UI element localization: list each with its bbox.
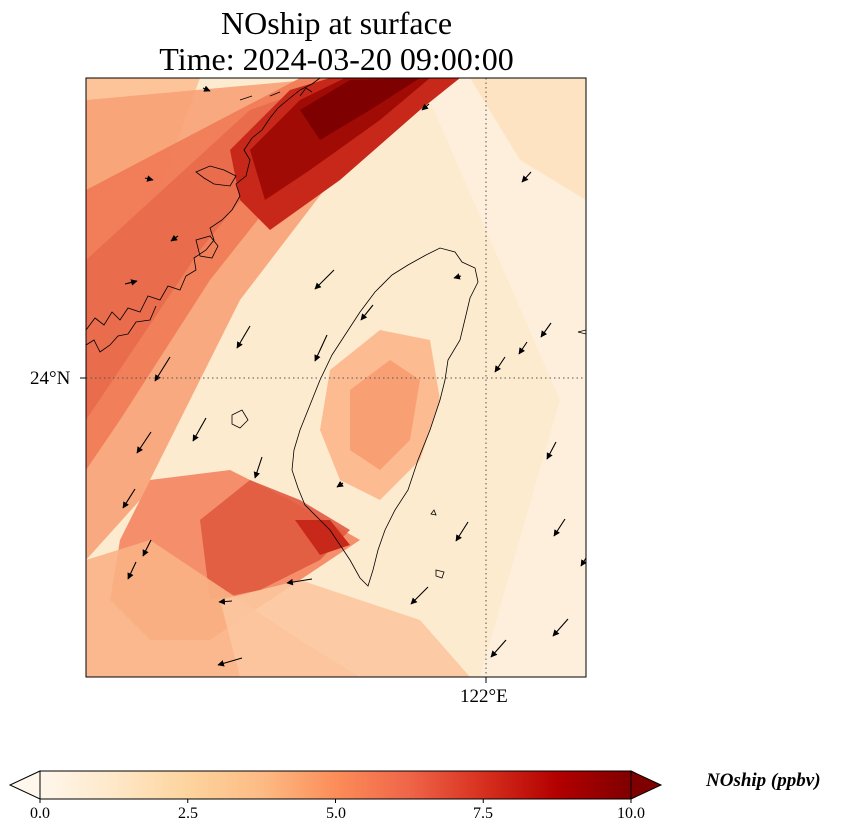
wind-arrow xyxy=(314,269,335,290)
wind-arrow xyxy=(122,488,136,509)
map-title-line1: NOship at surface xyxy=(220,5,453,41)
colorbar-tick-label: 5.0 xyxy=(326,805,346,822)
colorbar-bar xyxy=(39,770,632,800)
wind-arrow xyxy=(490,639,507,658)
colorbar-extend-high xyxy=(630,770,663,800)
wind-arrow xyxy=(170,234,179,242)
wind-arrow xyxy=(217,657,243,667)
fujian-coastline xyxy=(86,78,321,331)
wind-arrow xyxy=(518,341,528,355)
latitude-label: 24°N xyxy=(30,368,71,389)
colorbar xyxy=(8,770,663,803)
wind-arrow xyxy=(580,557,586,567)
wind-arrow xyxy=(192,417,207,442)
wind-arrow xyxy=(218,598,233,605)
wind-arrow xyxy=(124,279,138,286)
wind-arrow xyxy=(360,304,374,321)
wind-arrow xyxy=(410,586,429,605)
wind-arrow xyxy=(336,480,344,488)
wind-arrow xyxy=(421,103,430,111)
taiwan-coastline xyxy=(291,247,479,587)
wind-arrow xyxy=(546,441,557,460)
wind-arrow xyxy=(136,431,152,454)
wind-arrow xyxy=(455,521,469,542)
colorbar-extend-low xyxy=(8,770,41,800)
colorbar-title: NOship (ppbv) xyxy=(706,770,821,791)
wind-arrow xyxy=(253,456,263,479)
wind-arrow xyxy=(202,85,211,92)
wind-arrow xyxy=(236,325,251,349)
wind-arrow xyxy=(453,273,462,280)
wind-arrow xyxy=(521,171,532,183)
colorbar-tick-label: 7.5 xyxy=(473,805,493,822)
concentration-field xyxy=(86,78,586,677)
wind-arrow xyxy=(127,561,137,580)
wind-vectors xyxy=(122,85,586,667)
wind-arrow xyxy=(552,618,569,637)
colorbar-tick-label: 2.5 xyxy=(178,805,198,822)
coastlines xyxy=(86,78,586,587)
longitude-label: 122°E xyxy=(460,686,508,707)
gridlines xyxy=(86,78,586,677)
wind-arrow xyxy=(144,175,154,182)
wind-arrow xyxy=(494,356,506,373)
wind-arrow xyxy=(142,539,152,557)
wind-arrow xyxy=(154,356,171,382)
wind-arrow xyxy=(553,518,566,537)
colorbar-tick-label: 10.0 xyxy=(617,805,645,822)
colorbar-tick-label: 0.0 xyxy=(30,805,50,822)
wind-arrow xyxy=(286,578,313,586)
wind-arrow xyxy=(540,322,552,338)
wind-arrow xyxy=(314,334,328,362)
map-title-line2: Time: 2024-03-20 09:00:00 xyxy=(159,41,514,77)
